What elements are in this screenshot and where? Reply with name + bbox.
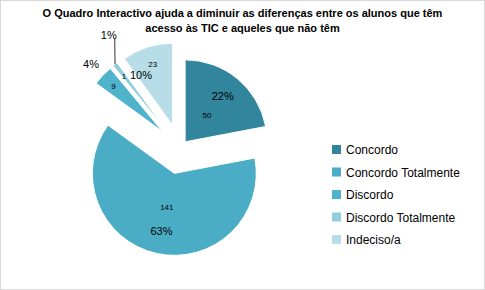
percent-label: 4% (83, 58, 99, 70)
legend-swatch (332, 168, 341, 177)
legend-label: Discordo Totalmente (346, 211, 455, 225)
legend-swatch (332, 213, 341, 222)
count-label: 141 (160, 203, 174, 212)
percent-label: 1% (101, 29, 117, 41)
count-label: 9 (111, 82, 116, 91)
pie-slice (92, 125, 256, 255)
percent-label: 63% (150, 225, 172, 237)
percent-label: 22% (212, 90, 234, 102)
legend-swatch (332, 235, 341, 244)
legend-swatch (332, 145, 341, 154)
legend-label: Indeciso/a (346, 233, 401, 247)
legend-label: Discordo (346, 188, 394, 202)
chart-container: O Quadro Interactivo ajuda a diminuir as… (0, 0, 485, 290)
legend-label: Concordo Totalmente (346, 166, 460, 180)
legend: Concordo Concordo Totalmente Discordo Disco… (332, 143, 460, 247)
data-labels: 22%50 63% 141 4% 9 1% 110%23 (83, 29, 234, 237)
count-label: 50 (203, 111, 212, 120)
pie (92, 43, 265, 255)
legend-label: Concordo (346, 143, 398, 157)
leader-line (114, 39, 115, 65)
count-label: 1 (122, 72, 127, 81)
chart-frame (1, 1, 485, 290)
legend-swatch (332, 190, 341, 199)
pie-slice (185, 60, 266, 142)
percent-label: 10% (130, 69, 152, 81)
count-label: 23 (148, 60, 157, 69)
chart-svg: O Quadro Interactivo ajuda a diminuir as… (0, 0, 485, 290)
pie-slice (124, 43, 172, 125)
